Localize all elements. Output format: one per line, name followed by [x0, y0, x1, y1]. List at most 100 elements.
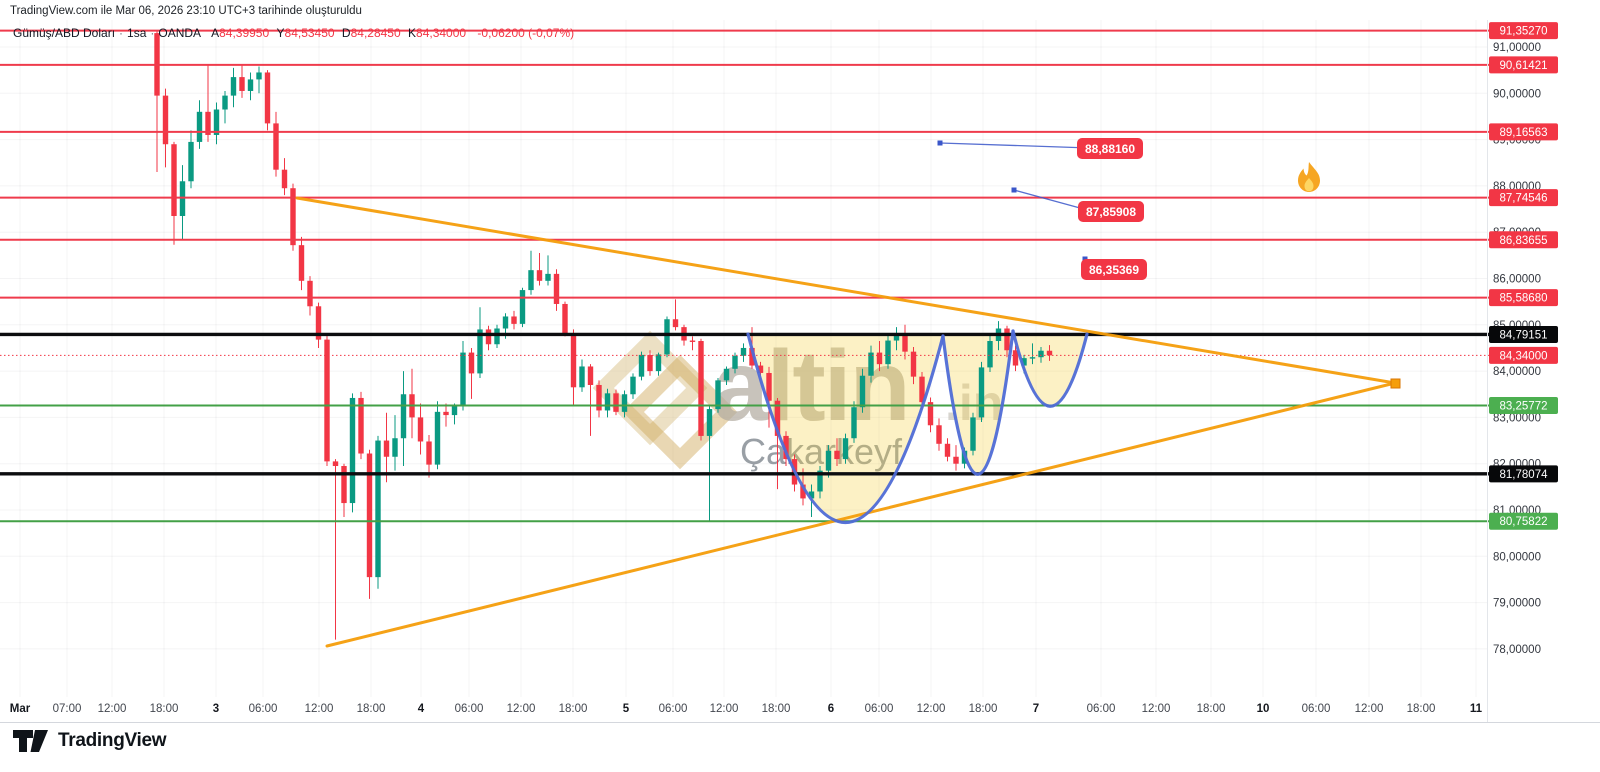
candle: [944, 443, 951, 457]
candle: [902, 334, 908, 352]
svg-text:06:00: 06:00: [249, 703, 278, 715]
candle: [264, 72, 271, 124]
callout-label[interactable]: [1078, 201, 1144, 222]
tradingview-footer-logo[interactable]: TradingView: [12, 729, 167, 753]
svg-text:12:00: 12:00: [305, 703, 334, 715]
ohlc-open: A84,39950: [211, 26, 269, 40]
svg-text:83,25772: 83,25772: [1500, 400, 1548, 412]
watermark-subtitle: Çakarkeyf: [740, 431, 903, 472]
candle: [655, 354, 662, 372]
candle: [443, 411, 449, 416]
candle: [698, 341, 704, 436]
candle: [451, 405, 458, 416]
candle: [426, 441, 432, 465]
symbol-legend[interactable]: Gümüş/ABD Doları · 1sa · OANDA A84,39950 Y84,…: [13, 26, 574, 40]
svg-text:89,16563: 89,16563: [1500, 127, 1548, 139]
candle: [315, 306, 322, 340]
candle: [664, 319, 670, 355]
svg-text:06:00: 06:00: [455, 703, 484, 715]
callout-label[interactable]: [1081, 259, 1147, 280]
candle: [485, 329, 492, 345]
candle: [613, 393, 619, 412]
svg-text:78,00000: 78,00000: [1493, 644, 1541, 656]
price-callouts: 88,88160 87,85908 86,35369: [937, 138, 1147, 280]
candle: [1021, 358, 1027, 366]
candle: [851, 407, 857, 439]
candle: [298, 245, 305, 281]
candle: [825, 450, 832, 471]
svg-text:12:00: 12:00: [98, 703, 127, 715]
svg-text:12:00: 12:00: [507, 703, 536, 715]
legend-separator: ·: [119, 26, 124, 40]
svg-text:06:00: 06:00: [1302, 703, 1331, 715]
candle: [519, 290, 526, 324]
candle: [358, 397, 364, 454]
svg-text:18:00: 18:00: [357, 703, 386, 715]
candle: [749, 347, 755, 366]
svg-text:79,00000: 79,00000: [1493, 598, 1541, 610]
candle: [783, 435, 789, 460]
svg-text:18:00: 18:00: [150, 703, 179, 715]
svg-text:6: 6: [828, 703, 834, 715]
svg-text:06:00: 06:00: [1087, 703, 1116, 715]
candle: [706, 409, 713, 436]
callout-anchor-dot: [937, 140, 943, 146]
candle: [1012, 350, 1019, 366]
candle: [417, 417, 424, 442]
candle: [222, 95, 228, 110]
svg-text:18:00: 18:00: [1197, 703, 1226, 715]
svg-text:86,83655: 86,83655: [1500, 235, 1548, 247]
candle: [715, 380, 721, 410]
candle: [502, 316, 509, 329]
svg-text:87,74546: 87,74546: [1500, 193, 1548, 205]
svg-text:90,61421: 90,61421: [1500, 60, 1548, 72]
price-level-badge: [1489, 189, 1558, 207]
candle: [196, 111, 203, 142]
candle: [732, 355, 738, 369]
svg-text:10: 10: [1257, 703, 1270, 715]
candle: [307, 280, 313, 307]
candle: [630, 376, 636, 395]
cup-pattern-curves: [746, 329, 1089, 524]
svg-text:90,00000: 90,00000: [1493, 88, 1541, 100]
svg-text:87,85908: 87,85908: [1086, 205, 1136, 219]
svg-text:3: 3: [213, 703, 219, 715]
candle: [332, 461, 339, 467]
candle: [978, 367, 985, 418]
candle: [434, 411, 441, 465]
candle: [239, 77, 245, 91]
candle: [672, 319, 679, 328]
candle: [919, 376, 925, 403]
low-value: 84,28450: [350, 26, 401, 40]
candle: [953, 456, 959, 464]
svg-text:84,00000: 84,00000: [1493, 366, 1541, 378]
svg-text:91,35270: 91,35270: [1500, 26, 1548, 38]
candle: [1004, 328, 1010, 351]
price-level-badge: [1489, 289, 1558, 307]
high-key: Y: [276, 26, 285, 40]
svg-text:Mar: Mar: [10, 703, 31, 715]
svg-text:18:00: 18:00: [762, 703, 791, 715]
ohlc-close: K84,34000: [408, 26, 466, 40]
candle: [987, 341, 993, 368]
exchange-label: OANDA: [158, 26, 202, 40]
high-value: 84,53450: [284, 26, 335, 40]
legend-separator: ·: [150, 26, 155, 40]
candle: [834, 450, 840, 460]
candle: [723, 368, 730, 381]
svg-text:07:00: 07:00: [53, 703, 82, 715]
time-axis-labels[interactable]: Mar 07:00 12:00 18:00 3 06:00 12:00 18:00 4 06:00…: [10, 703, 1483, 715]
svg-text:84,79151: 84,79151: [1500, 329, 1548, 341]
candle: [247, 79, 254, 91]
candle: [766, 372, 772, 401]
candle: [970, 417, 976, 451]
candle: [171, 144, 177, 216]
interval-label: 1sa: [127, 26, 147, 40]
candle: [647, 354, 653, 372]
callout-label[interactable]: [1077, 138, 1143, 159]
svg-text:83,00000: 83,00000: [1493, 412, 1541, 424]
attribution-text: TradingView.com ile Mar 06, 2026 23:10 U…: [10, 5, 362, 17]
candle: [1029, 357, 1036, 359]
price-level-badge: [1489, 56, 1558, 74]
